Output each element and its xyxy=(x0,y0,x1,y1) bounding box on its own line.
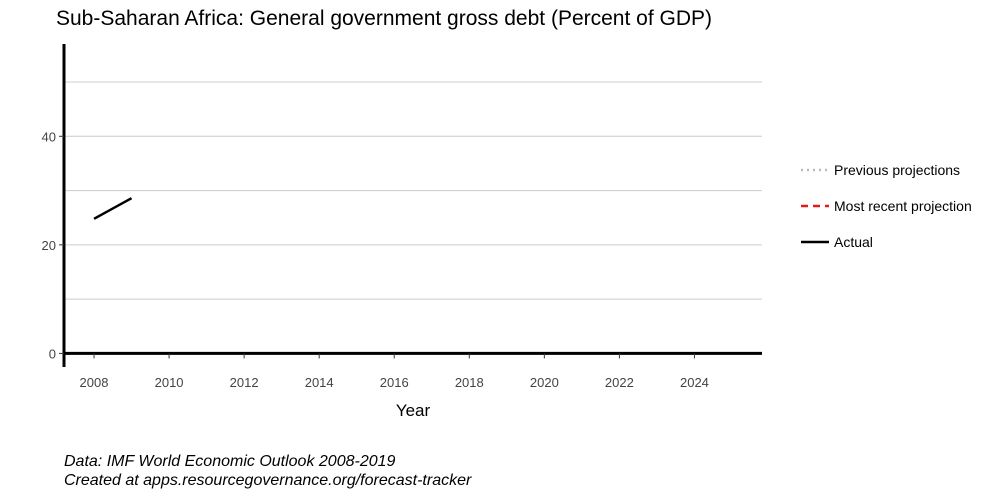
x-tick-label-2018: 2018 xyxy=(455,375,484,390)
x-tick-label-2024: 2024 xyxy=(680,375,709,390)
x-tick-label-2014: 2014 xyxy=(305,375,334,390)
x-tick-label-2022: 2022 xyxy=(605,375,634,390)
y-tick-label-40: 40 xyxy=(42,129,56,144)
created-at-caption: Created at apps.resourcegovernance.org/f… xyxy=(64,472,472,489)
chart-title: Sub-Saharan Africa: General government g… xyxy=(56,7,712,30)
series-line-actual xyxy=(93,197,133,220)
x-tick-label-2008: 2008 xyxy=(80,375,109,390)
y-tick-label-20: 20 xyxy=(42,238,56,253)
x-tick-label-2016: 2016 xyxy=(380,375,409,390)
x-tick-label-2010: 2010 xyxy=(155,375,184,390)
x-axis-title: Year xyxy=(396,401,431,420)
data-source-caption: Data: IMF World Economic Outlook 2008-20… xyxy=(64,453,396,470)
legend: Previous projections Most recent projecti… xyxy=(801,162,972,250)
x-tick-label-2012: 2012 xyxy=(230,375,259,390)
series-layer xyxy=(93,197,133,220)
axis-layer: 0 20 40 2008 2010 2012 2014 2016 2018 2020 2022 202… xyxy=(42,44,762,420)
legend-label-previous-projections: Previous projections xyxy=(834,162,960,178)
grid-layer xyxy=(64,81,762,300)
x-tick-label-2020: 2020 xyxy=(530,375,559,390)
y-tick-label-0: 0 xyxy=(49,346,56,361)
legend-label-actual: Actual xyxy=(834,234,873,250)
legend-label-most-recent-projection: Most recent projection xyxy=(834,198,972,214)
